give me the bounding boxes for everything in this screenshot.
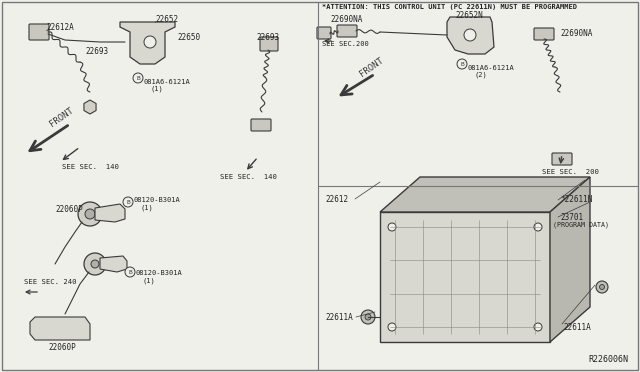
Polygon shape (380, 212, 550, 342)
Circle shape (596, 281, 608, 293)
Polygon shape (30, 317, 90, 340)
Text: SEE SEC.  200: SEE SEC. 200 (542, 169, 599, 175)
Text: 22060P: 22060P (48, 343, 76, 352)
Text: 22611A: 22611A (325, 312, 353, 321)
Polygon shape (95, 204, 125, 222)
FancyBboxPatch shape (251, 119, 271, 131)
Circle shape (123, 197, 133, 207)
Circle shape (85, 209, 95, 219)
Text: (1): (1) (140, 205, 153, 211)
Text: (2): (2) (474, 72, 487, 78)
Polygon shape (550, 177, 590, 342)
Circle shape (464, 29, 476, 41)
Text: (1): (1) (150, 86, 163, 92)
FancyBboxPatch shape (552, 153, 572, 165)
Polygon shape (84, 100, 96, 114)
Text: (PROGRAM DATA): (PROGRAM DATA) (553, 222, 609, 228)
Text: 23701: 23701 (560, 212, 583, 221)
Text: 081A6-6121A: 081A6-6121A (468, 65, 515, 71)
Polygon shape (447, 17, 494, 54)
Text: 22690NA: 22690NA (330, 16, 362, 25)
Text: SEE SEC.  140: SEE SEC. 140 (220, 174, 277, 180)
Circle shape (361, 310, 375, 324)
Text: 22612: 22612 (325, 195, 348, 203)
Circle shape (365, 314, 371, 320)
Text: 22652: 22652 (155, 16, 178, 25)
Text: 22652N: 22652N (455, 10, 483, 19)
Circle shape (91, 260, 99, 268)
Circle shape (133, 73, 143, 83)
Text: B: B (126, 199, 130, 205)
FancyBboxPatch shape (260, 37, 278, 51)
Text: B: B (136, 76, 140, 80)
Circle shape (534, 323, 542, 331)
Text: 08120-B301A: 08120-B301A (134, 197, 180, 203)
Text: 22690NA: 22690NA (560, 29, 593, 38)
Text: 22060P: 22060P (55, 205, 83, 214)
Text: 22693: 22693 (256, 32, 279, 42)
Circle shape (84, 253, 106, 275)
Circle shape (457, 59, 467, 69)
Polygon shape (380, 177, 590, 212)
Circle shape (125, 267, 135, 277)
Circle shape (600, 285, 605, 289)
Text: *22611N: *22611N (560, 195, 593, 203)
FancyBboxPatch shape (29, 24, 49, 40)
Text: B: B (128, 269, 132, 275)
Text: R226006N: R226006N (588, 355, 628, 364)
Circle shape (388, 323, 396, 331)
Text: SEE SEC.  140: SEE SEC. 140 (62, 164, 119, 170)
Polygon shape (100, 256, 127, 272)
Text: 22693: 22693 (85, 48, 108, 57)
Text: B: B (460, 61, 464, 67)
Text: 081A6-6121A: 081A6-6121A (144, 79, 191, 85)
Circle shape (388, 223, 396, 231)
Text: 22612A: 22612A (46, 23, 74, 32)
Text: *ATTENTION: THIS CONTROL UNIT (PC 22611N) MUST BE PROGRAMMED: *ATTENTION: THIS CONTROL UNIT (PC 22611N… (322, 4, 577, 10)
Text: 22650: 22650 (177, 33, 200, 42)
Circle shape (534, 223, 542, 231)
Text: 22611A: 22611A (563, 323, 591, 331)
FancyBboxPatch shape (317, 27, 331, 39)
Text: 08120-B301A: 08120-B301A (136, 270, 183, 276)
Circle shape (144, 36, 156, 48)
Text: FRONT: FRONT (48, 106, 75, 128)
FancyBboxPatch shape (534, 28, 554, 40)
Text: SEE SEC.200: SEE SEC.200 (322, 41, 369, 47)
Circle shape (78, 202, 102, 226)
Polygon shape (120, 22, 175, 64)
Text: SEE SEC. 240: SEE SEC. 240 (24, 279, 77, 285)
Text: (1): (1) (142, 278, 155, 284)
Text: FRONT: FRONT (358, 55, 385, 78)
FancyBboxPatch shape (337, 25, 357, 37)
